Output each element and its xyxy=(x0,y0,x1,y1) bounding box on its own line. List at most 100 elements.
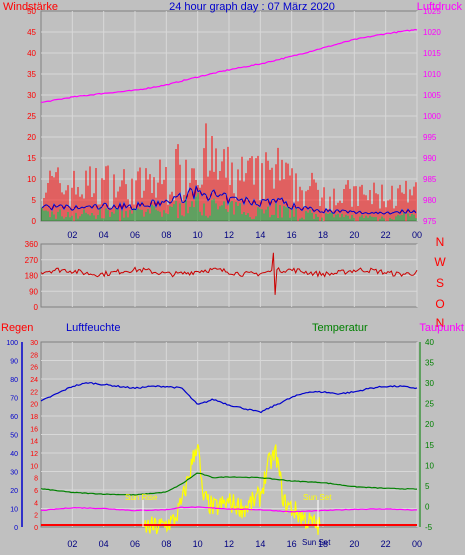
pressure-tick: 1025 xyxy=(423,7,441,16)
wind-x-tick: 22 xyxy=(381,230,391,240)
wind-x-tick: 00 xyxy=(412,230,422,240)
regen-tick: 28 xyxy=(30,352,38,359)
regen-tick: 16 xyxy=(30,426,38,433)
temperature-tick: 25 xyxy=(425,400,434,409)
regen-tick: 20 xyxy=(30,402,38,409)
wind-left-tick: 20 xyxy=(27,133,36,142)
wind-left-tick: 40 xyxy=(27,49,36,58)
humidity-x-tick: 06 xyxy=(130,539,140,549)
wind-left-tick: 15 xyxy=(27,154,36,163)
temperature-tick: 5 xyxy=(425,482,430,491)
temperature-tick: 30 xyxy=(425,379,434,388)
pressure-tick: 1015 xyxy=(423,49,441,58)
taupunkt-label: Taupunkt xyxy=(419,322,464,334)
regen-tick: 0 xyxy=(34,525,38,532)
header-right-label: Luftdruck xyxy=(417,1,463,13)
pressure-line xyxy=(40,28,418,103)
regen-label: Regen xyxy=(1,322,33,334)
temperature-tick: 40 xyxy=(425,338,434,347)
wind-left-tick: 30 xyxy=(27,91,36,100)
wind-x-tick: 08 xyxy=(161,230,171,240)
sun-set-label: Sun Set xyxy=(303,493,332,502)
wind-x-tick: 18 xyxy=(318,230,328,240)
pressure-tick: 1005 xyxy=(423,91,441,100)
pressure-tick: 1020 xyxy=(423,28,441,37)
regen-tick: 10 xyxy=(30,463,38,470)
humidity-tick: 40 xyxy=(10,451,18,458)
humidity-tick: 80 xyxy=(10,377,18,384)
luftfeuchte-label: Luftfeuchte xyxy=(66,322,120,334)
humidity-temperature-chart: Regen Luftfeuchte Temperatur Taupunkt 02… xyxy=(1,322,464,549)
wind-pressure-chart: Windstärke 24 hour graph day : 07 März 2… xyxy=(3,1,462,240)
humidity-x-tick: 16 xyxy=(287,539,297,549)
humidity-x-tick: 10 xyxy=(193,539,203,549)
header-title: 24 hour graph day : 07 März 2020 xyxy=(169,1,335,13)
humidity-x-tick: 12 xyxy=(224,539,234,549)
direction-tick: 0 xyxy=(34,303,39,312)
wind-x-tick: 04 xyxy=(99,230,109,240)
direction-tick: 360 xyxy=(25,240,39,249)
humidity-x-tick: 04 xyxy=(99,539,109,549)
wind-x-tick: 06 xyxy=(130,230,140,240)
humidity-tick: 50 xyxy=(10,433,18,440)
compass-label: O xyxy=(435,297,444,311)
humidity-x-tick: 20 xyxy=(349,539,359,549)
regen-tick: 2 xyxy=(34,513,38,520)
humidity-x-tick: 00 xyxy=(412,539,422,549)
header-left-label: Windstärke xyxy=(3,1,58,13)
humidity-tick: 0 xyxy=(14,525,18,532)
regen-tick: 26 xyxy=(30,365,38,372)
wind-left-tick: 35 xyxy=(27,70,36,79)
humidity-line xyxy=(40,382,418,414)
pressure-tick: 1000 xyxy=(423,112,441,121)
temperatur-label: Temperatur xyxy=(312,322,368,334)
regen-tick: 22 xyxy=(30,389,38,396)
pressure-tick: 985 xyxy=(423,175,437,184)
regen-tick: 8 xyxy=(34,476,38,483)
humidity-tick: 10 xyxy=(10,507,18,514)
direction-tick: 90 xyxy=(29,287,38,296)
wind-average-line xyxy=(41,185,417,215)
regen-tick: 12 xyxy=(30,451,38,458)
regen-tick: 14 xyxy=(30,439,38,446)
wind-x-tick: 12 xyxy=(224,230,234,240)
humidity-tick: 20 xyxy=(10,488,18,495)
wind-left-tick: 50 xyxy=(27,7,36,16)
wind-x-tick: 10 xyxy=(193,230,203,240)
temperature-tick: 10 xyxy=(425,461,434,470)
humidity-tick: 30 xyxy=(10,470,18,477)
humidity-tick: 60 xyxy=(10,414,18,421)
compass-label: S xyxy=(436,276,444,290)
wind-left-tick: 0 xyxy=(32,217,37,226)
wind-x-tick: 02 xyxy=(67,230,77,240)
temperature-tick: 35 xyxy=(425,359,434,368)
pressure-tick: 980 xyxy=(423,196,437,205)
regen-tick: 6 xyxy=(34,488,38,495)
temperature-tick: 0 xyxy=(425,502,430,511)
temperature-tick: 20 xyxy=(425,420,434,429)
humidity-tick: 90 xyxy=(10,359,18,366)
humidity-tick: 70 xyxy=(10,396,18,403)
compass-label: N xyxy=(436,235,445,249)
sun-set-bottom-label: Sun Set xyxy=(302,538,331,547)
wind-x-tick: 16 xyxy=(287,230,297,240)
humidity-x-tick: 22 xyxy=(381,539,391,549)
compass-label: W xyxy=(434,255,446,269)
humidity-x-tick: 08 xyxy=(161,539,171,549)
pressure-tick: 975 xyxy=(423,217,437,226)
wind-x-tick: 14 xyxy=(255,230,265,240)
wind-x-tick: 20 xyxy=(349,230,359,240)
humidity-x-tick: 02 xyxy=(67,539,77,549)
humidity-x-tick: 14 xyxy=(255,539,265,549)
wind-left-tick: 5 xyxy=(32,196,37,205)
direction-tick: 180 xyxy=(25,272,39,281)
regen-tick: 24 xyxy=(30,377,38,384)
pressure-tick: 995 xyxy=(423,133,437,142)
temperature-tick: -5 xyxy=(425,523,433,532)
wind-left-tick: 10 xyxy=(27,175,36,184)
pressure-tick: 990 xyxy=(423,154,437,163)
humidity-x-tick: 18 xyxy=(318,539,328,549)
regen-tick: 4 xyxy=(34,500,38,507)
